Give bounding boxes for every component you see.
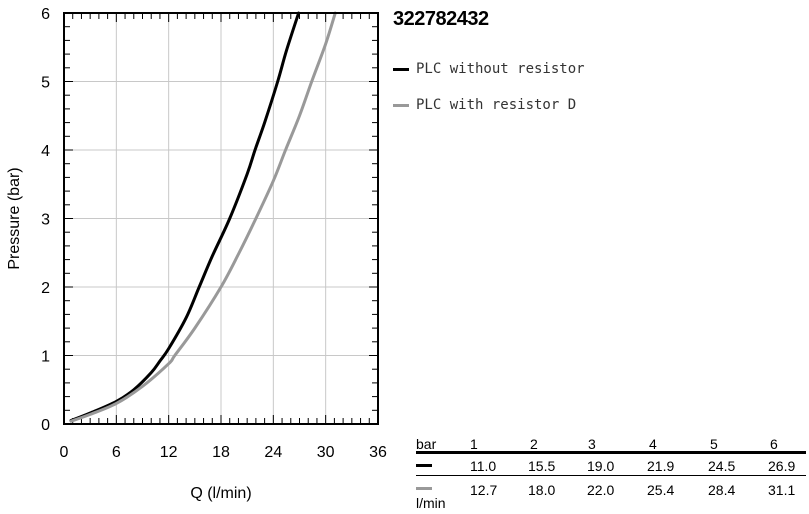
legend-label: PLC with resistor D	[416, 97, 577, 113]
table-header-cell: 3	[588, 436, 596, 452]
table-header-cell: 6	[770, 436, 778, 452]
x-tick-label: 36	[369, 444, 387, 461]
table-header-cell: 5	[710, 436, 718, 452]
y-tick-label: 4	[41, 143, 50, 160]
chart-grid	[64, 13, 378, 424]
table-cell: 12.7	[470, 482, 498, 498]
plot-frame	[63, 12, 379, 425]
x-tick-label: 18	[212, 444, 230, 461]
y-tick-label: 0	[41, 417, 50, 434]
table-row-rule	[416, 475, 806, 476]
legend-item-without-resistor: PLC without resistor	[393, 59, 585, 79]
x-tick-label: 6	[112, 444, 121, 461]
table-header-rule	[416, 451, 806, 454]
x-tick-label: 30	[317, 444, 335, 461]
table-cell: 19.0	[587, 458, 615, 474]
legend-label: PLC without resistor	[416, 61, 585, 77]
table-bar-header: bar	[416, 436, 437, 452]
table-cell: 22.0	[587, 482, 615, 498]
legend-item-with-resistor: PLC with resistor D	[393, 95, 576, 115]
x-tick-label: 24	[264, 444, 282, 461]
y-tick-label: 6	[41, 6, 50, 23]
table-unit-label: l/min	[416, 495, 446, 511]
x-tick-label: 0	[60, 444, 69, 461]
legend-swatch-black	[393, 67, 409, 71]
chart-title: 322782432	[393, 8, 489, 30]
table-header-cell: 2	[530, 436, 538, 452]
x-axis-title: Q (l/min)	[190, 485, 251, 502]
table-cell: 11.0	[470, 458, 497, 474]
y-tick-label: 2	[41, 280, 50, 297]
x-tick-labels: 0 6 12 18 24 30 36	[60, 444, 387, 461]
table-cell: 31.1	[768, 482, 796, 498]
y-tick-labels: 0 1 2 3 4 5 6	[41, 6, 50, 434]
y-tick-label: 5	[41, 75, 50, 92]
table-header-cell: 1	[470, 436, 478, 452]
table-cell: 24.5	[708, 458, 736, 474]
table-swatch-black	[416, 464, 432, 467]
series-line	[69, 11, 301, 423]
legend-swatch-grey	[393, 103, 409, 107]
table-cell: 25.4	[647, 482, 675, 498]
chart-series	[69, 11, 337, 423]
table-cell: 15.5	[528, 458, 556, 474]
series-line	[69, 11, 337, 423]
table-cell: 28.4	[708, 482, 736, 498]
table-header-cell: 4	[649, 436, 657, 452]
y-tick-label: 3	[41, 212, 50, 229]
y-axis-title: Pressure (bar)	[6, 167, 23, 269]
y-tick-label: 1	[41, 349, 50, 366]
table-swatch-grey	[416, 487, 432, 490]
table-cell: 21.9	[647, 458, 675, 474]
table-cell: 18.0	[528, 482, 556, 498]
table-cell: 26.9	[768, 458, 796, 474]
x-tick-label: 12	[160, 444, 178, 461]
